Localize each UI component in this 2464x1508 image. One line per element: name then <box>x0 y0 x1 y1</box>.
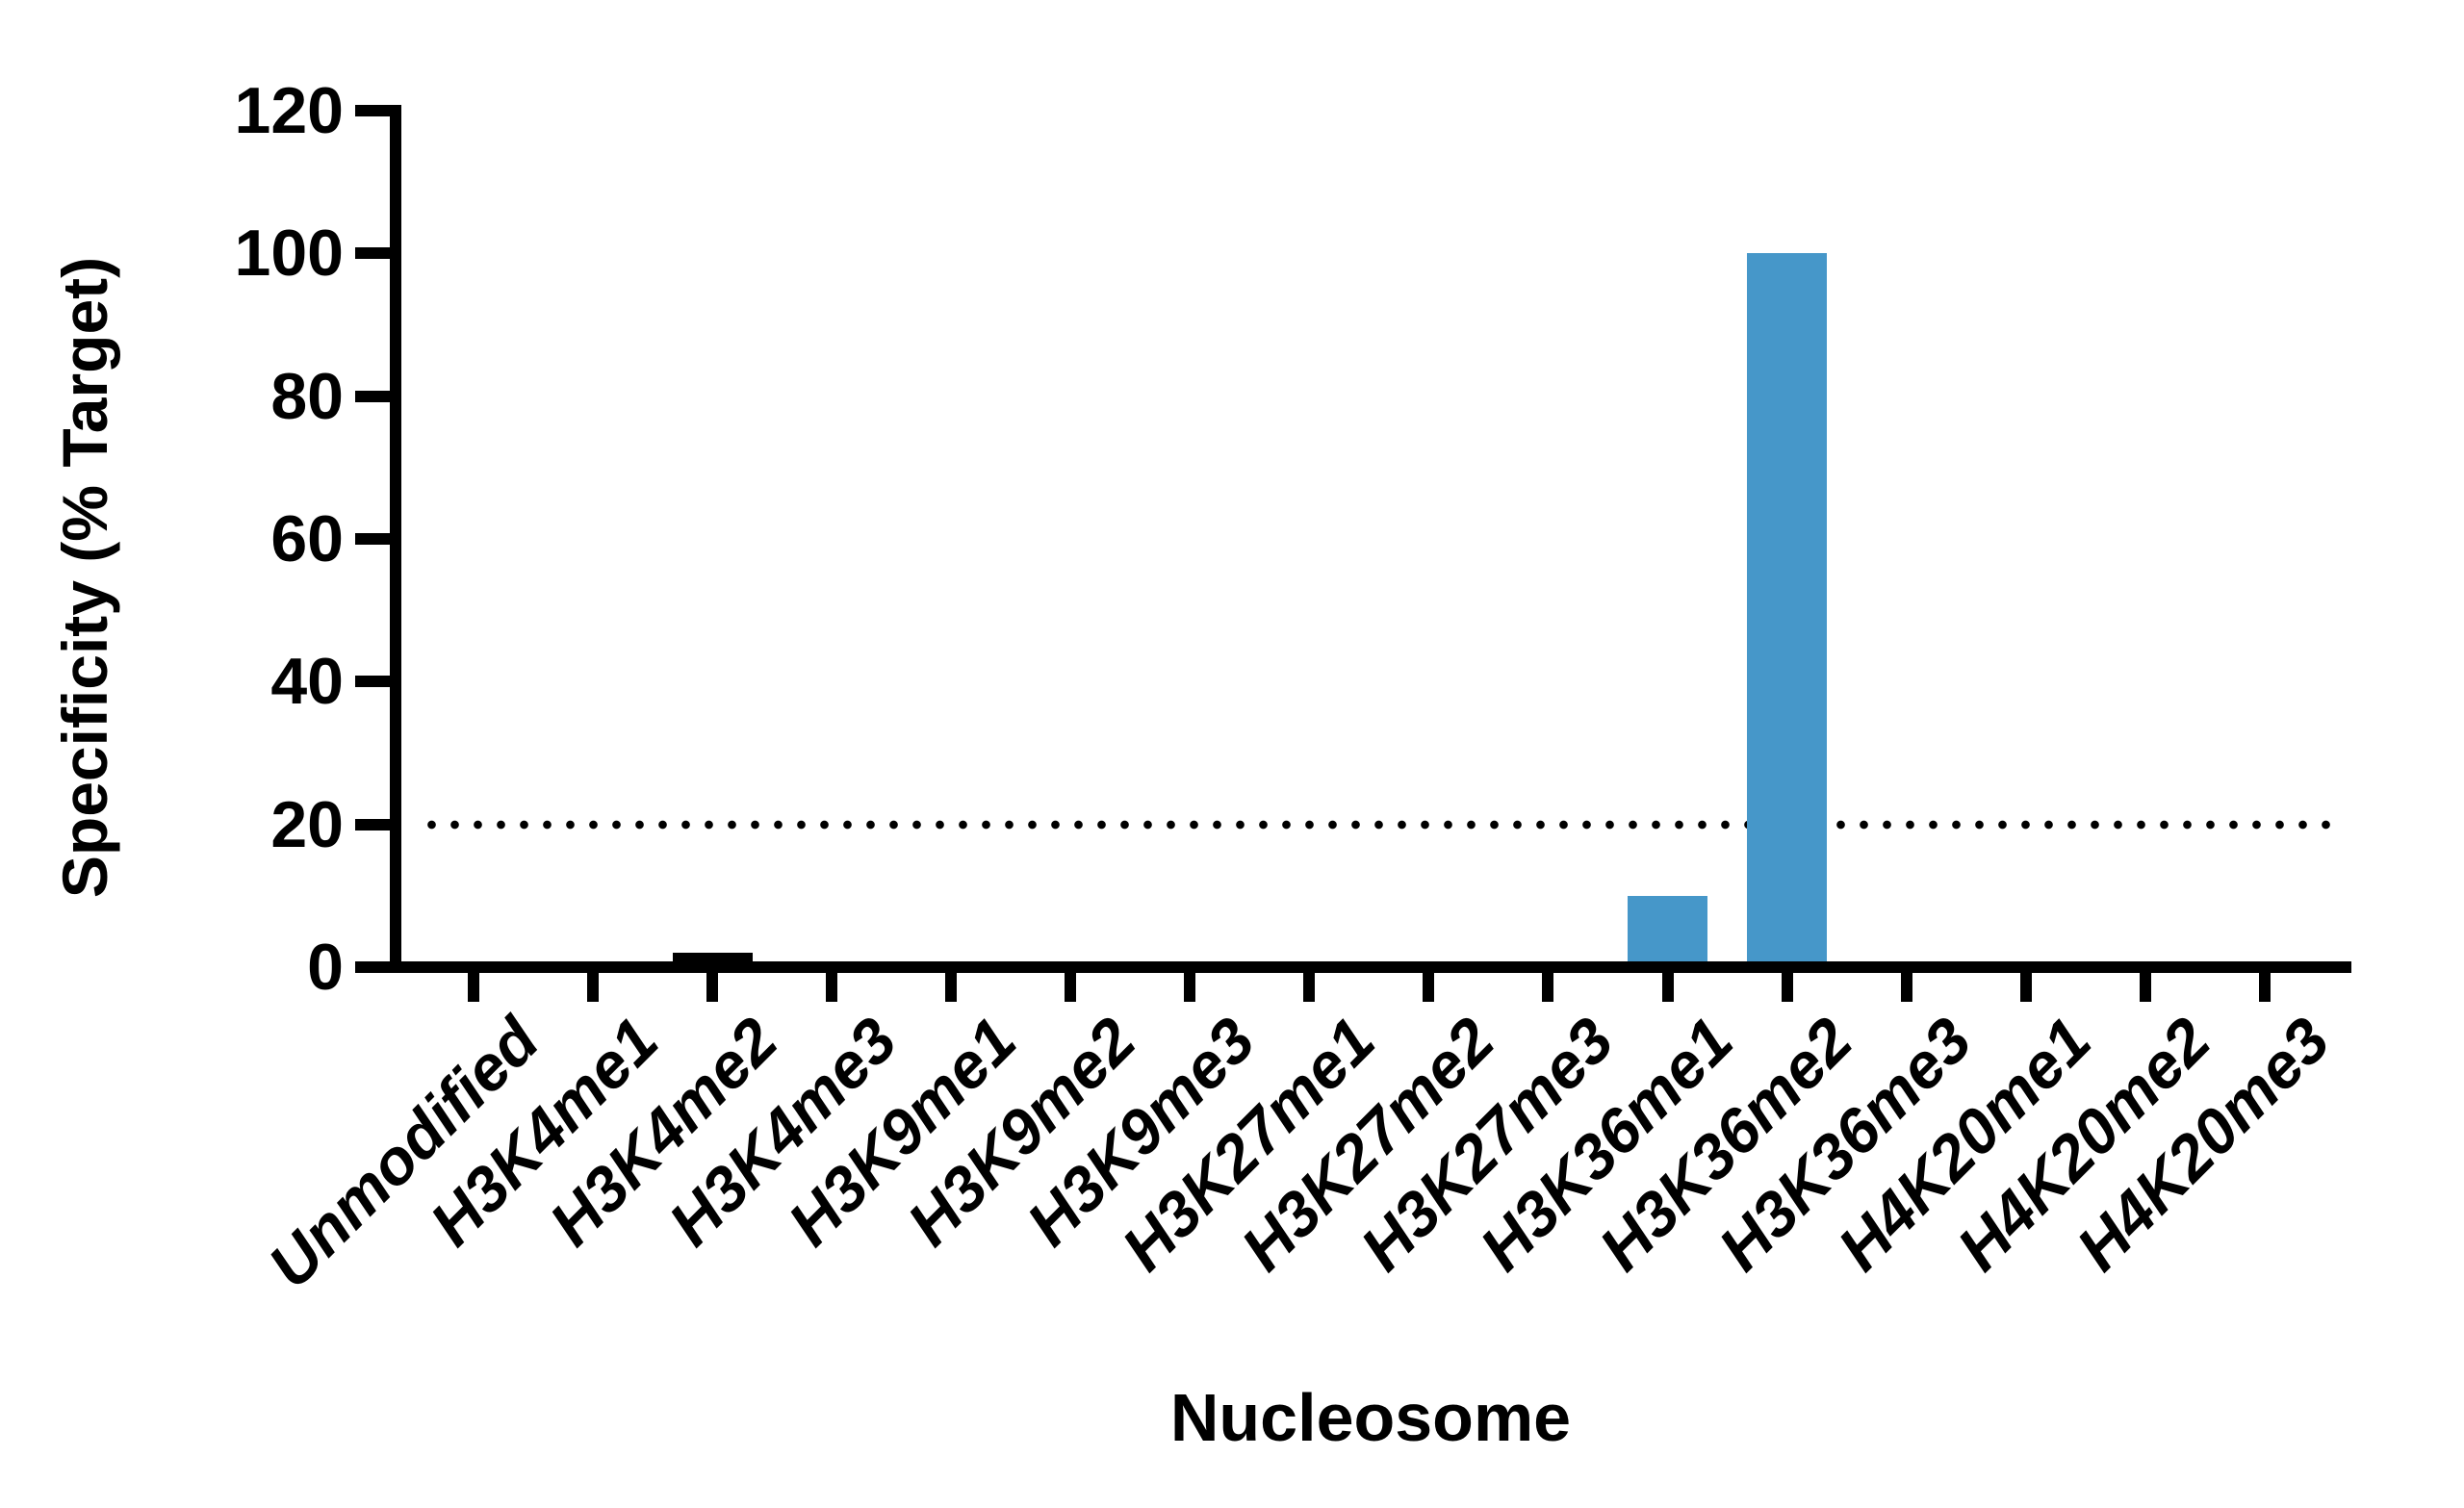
y-tick <box>355 961 390 973</box>
x-tick <box>587 973 600 1002</box>
y-tick-label: 0 <box>307 931 344 1004</box>
x-tick <box>468 973 479 1002</box>
bar-H3K36me1 <box>1628 895 1707 967</box>
y-tick-label: 80 <box>270 359 344 433</box>
y-tick <box>355 818 390 831</box>
x-tick <box>2019 973 2032 1002</box>
x-tick <box>1065 973 1077 1002</box>
x-tick <box>2139 973 2151 1002</box>
x-axis-title: Nucleosome <box>1169 1380 1572 1455</box>
y-tick-label: 100 <box>234 217 344 291</box>
x-tick <box>1184 973 1196 1002</box>
y-tick-label: 60 <box>270 502 344 575</box>
y-tick-label: 20 <box>270 787 344 861</box>
y-tick-label: 120 <box>234 74 344 147</box>
x-tick <box>706 973 719 1002</box>
y-tick <box>355 247 390 260</box>
x-tick <box>1900 973 1912 1002</box>
reference-line <box>417 817 2341 831</box>
x-axis-line <box>390 961 2351 973</box>
y-tick <box>355 676 390 688</box>
x-tick <box>1781 973 1793 1002</box>
x-tick <box>1303 973 1316 1002</box>
x-tick <box>2258 973 2271 1002</box>
y-tick <box>355 533 390 545</box>
x-tick <box>1542 973 1554 1002</box>
y-tick-label: 40 <box>270 645 344 719</box>
x-tick <box>945 973 958 1002</box>
y-tick <box>355 105 390 116</box>
y-axis-line <box>390 105 401 973</box>
x-tick <box>1661 973 1674 1002</box>
y-tick <box>355 390 390 402</box>
x-tick <box>1423 973 1435 1002</box>
x-tick <box>826 973 838 1002</box>
bar-H3K36me2 <box>1747 253 1828 967</box>
